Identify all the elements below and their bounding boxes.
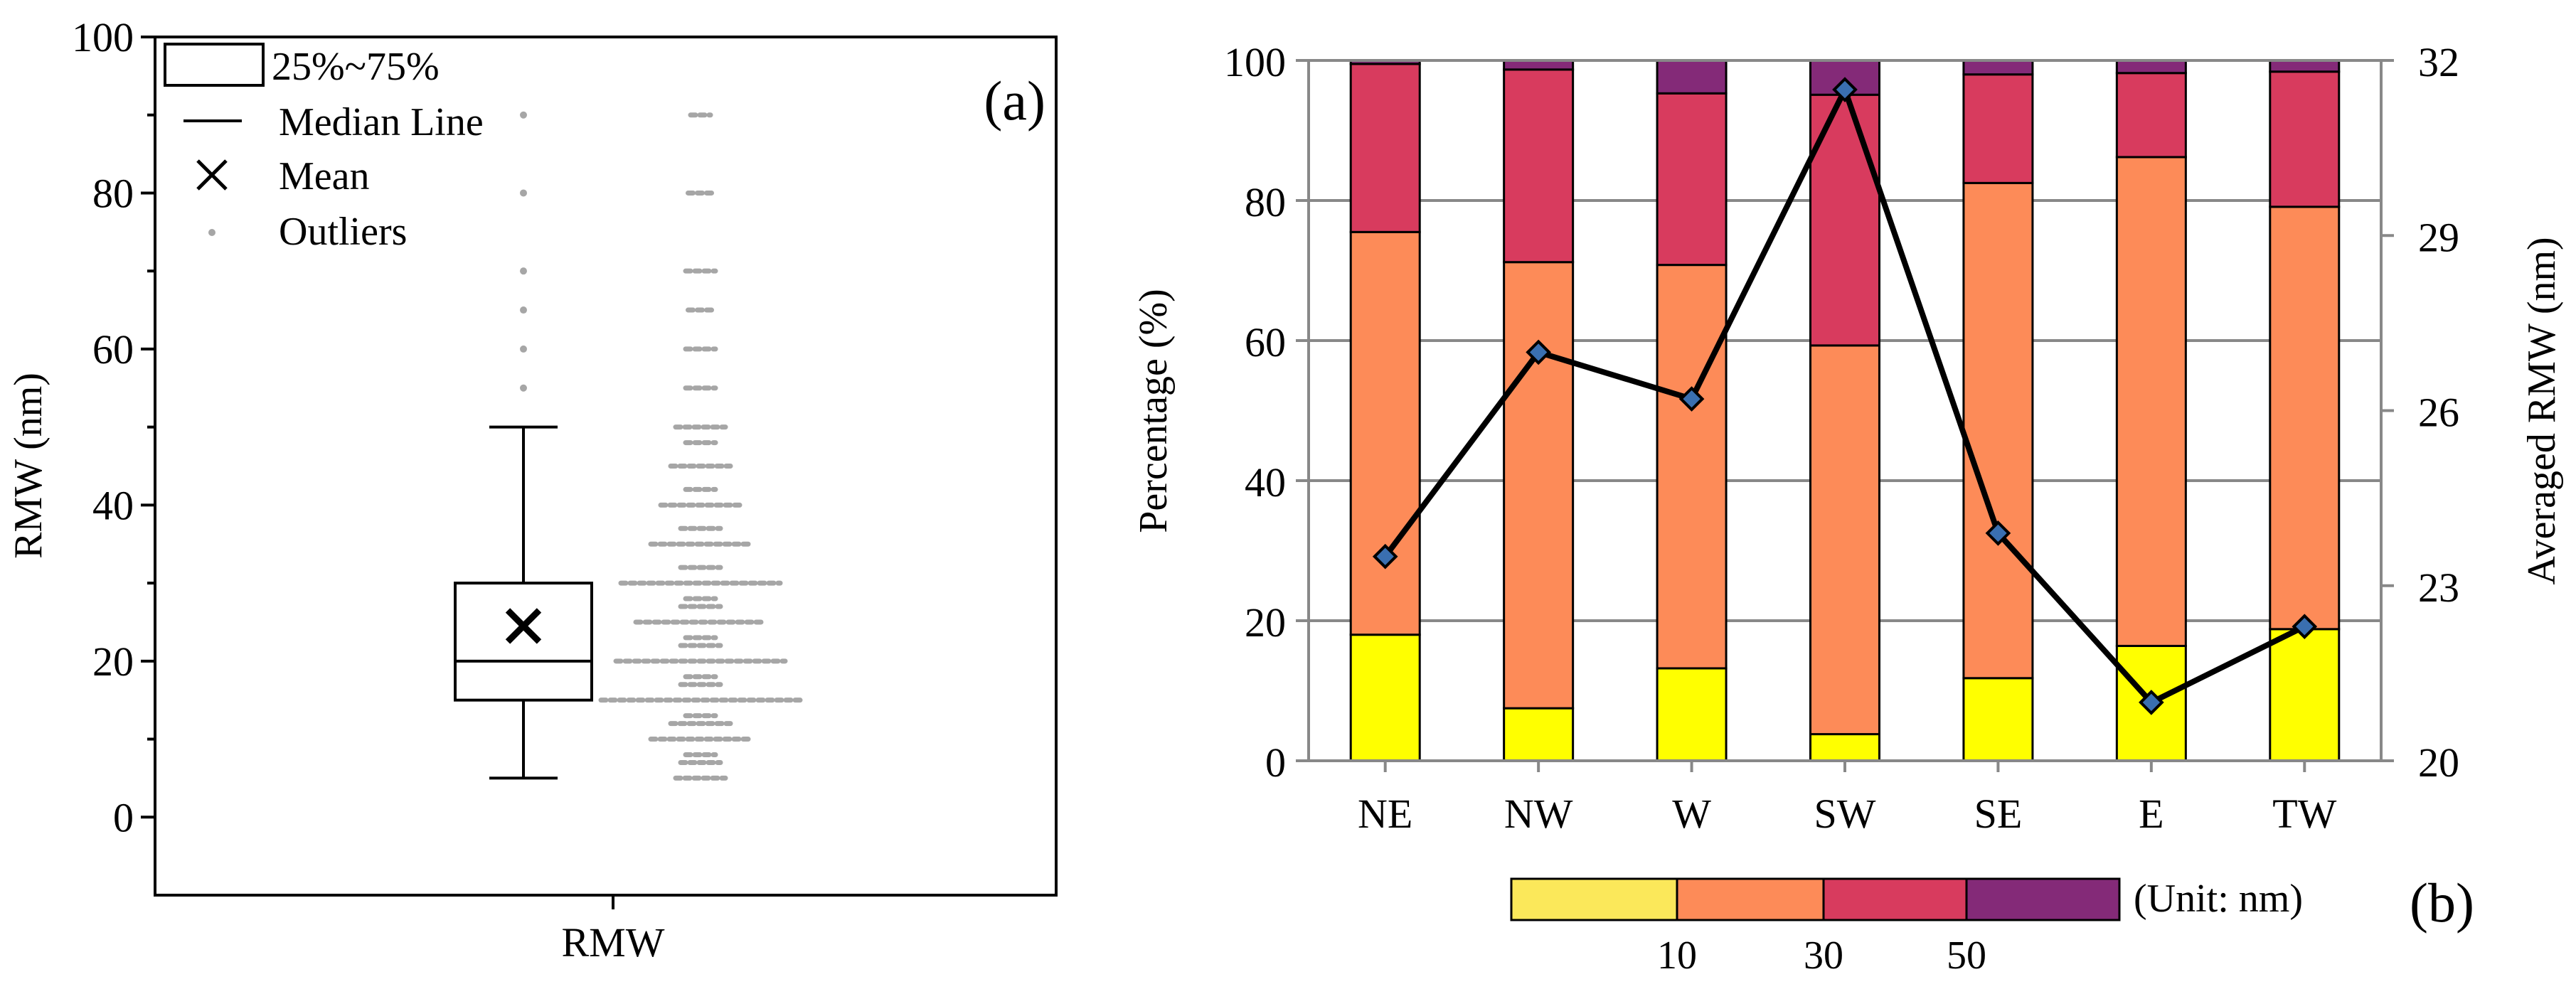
- a-x-tick-label-rmw: RMW: [562, 919, 665, 966]
- b-y2-tick-label: 29: [2418, 214, 2459, 260]
- legend-label-median: Median Line: [279, 100, 484, 144]
- b-y-tick-label: 80: [1245, 179, 1286, 225]
- b-y2-tick-label: 23: [2418, 565, 2459, 611]
- bar-segment-se: [1962, 73, 2034, 184]
- b-x-tick-label: NE: [1358, 791, 1412, 837]
- rmw-distribution-strips: [598, 112, 803, 781]
- color-scale-swatch: [1676, 877, 1825, 921]
- bar-segment-ne: [1349, 63, 1421, 233]
- b-y-tick-label: 40: [1245, 459, 1286, 506]
- color-scale-swatch: [1510, 877, 1678, 921]
- a-legend: 25%~75% Median Line Mean Outliers: [164, 43, 484, 254]
- outlier-point: [520, 111, 527, 119]
- legend-box-swatch: [164, 43, 265, 87]
- bar-segment-tw: [2269, 205, 2341, 631]
- mean-marker: [505, 608, 542, 644]
- averaged-rmw-point: [1832, 77, 1858, 102]
- a-plot-frame: [154, 36, 1058, 897]
- stacked-bars: [1349, 59, 2341, 762]
- a-y-axis-title: RMW (nm): [6, 373, 50, 559]
- a-y-axis-ticks: 0 20 40 60 80 100: [72, 14, 614, 909]
- a-y-tick-label: 0: [113, 794, 134, 840]
- panel-b: 0 20 40 60 80 100 20 23 26 29 32 NE NW W SW SE E TW Perce…: [1132, 39, 2564, 978]
- b-y-tick-label: 0: [1265, 739, 1286, 786]
- panel-label-b: (b): [2410, 872, 2474, 934]
- b-y-tick-label: 20: [1245, 599, 1286, 646]
- b-x-tick-label: W: [1672, 791, 1711, 837]
- averaged-rmw-point: [1372, 543, 1398, 570]
- outlier-point: [520, 306, 527, 314]
- bar-segment-w: [1656, 264, 1728, 670]
- bar-segment-e: [2115, 72, 2187, 159]
- b-y-tick-label: 60: [1245, 319, 1286, 365]
- bar-segment-tw: [2269, 628, 2341, 762]
- b-x-tick-label: SW: [1814, 791, 1876, 837]
- averaged-rmw-point: [2139, 690, 2164, 715]
- interquartile-box: [454, 582, 593, 702]
- outlier-point: [520, 384, 527, 392]
- outlier-point: [520, 345, 527, 353]
- box-plot: [454, 425, 593, 780]
- bar-segment-tw: [2269, 70, 2341, 208]
- legend-label-mean: Mean: [279, 154, 370, 198]
- outlier-point: [520, 189, 527, 197]
- a-y-tick-label: 100: [72, 14, 134, 60]
- panel-label-a: (a): [984, 70, 1045, 132]
- bar-segment-ne: [1349, 634, 1421, 762]
- a-y-tick-label: 20: [92, 638, 134, 685]
- b-x-tick-label: TW: [2272, 791, 2336, 837]
- color-scale-swatch: [1965, 877, 2121, 921]
- bar-segment-se: [1962, 677, 2034, 762]
- bar-segment-se: [1962, 181, 2034, 680]
- legend-label-outliers: Outliers: [279, 210, 407, 254]
- outlier-points: [520, 111, 527, 392]
- bar-segment-w: [1656, 59, 1728, 95]
- bar-segment-w: [1656, 667, 1728, 762]
- color-scale-label: 50: [1947, 934, 1986, 978]
- color-scale-swatch: [1822, 877, 1968, 921]
- bar-segment-sw: [1809, 733, 1880, 762]
- bar-segment-nw: [1503, 261, 1575, 710]
- a-y-tick-label: 80: [92, 170, 134, 216]
- b-y2-tick-label: 32: [2418, 39, 2459, 85]
- bar-segment-e: [2115, 59, 2187, 75]
- averaged-rmw-point: [1985, 520, 2011, 546]
- color-scale-label: 30: [1804, 934, 1843, 978]
- bar-segment-sw: [1809, 344, 1880, 736]
- bar-segment-ne: [1349, 230, 1421, 636]
- a-y-tick-label: 40: [92, 482, 134, 528]
- outlier-point: [520, 267, 527, 275]
- bar-segment-w: [1656, 92, 1728, 267]
- averaged-rmw-point: [2292, 614, 2318, 640]
- bar-segment-nw: [1503, 68, 1575, 264]
- averaged-rmw-point: [1526, 339, 1551, 365]
- legend-outlier-swatch: [208, 229, 215, 236]
- bar-segment-tw: [2269, 59, 2341, 73]
- averaged-rmw-point: [1678, 386, 1705, 412]
- legend-mean-swatch: [196, 159, 228, 191]
- b-plot-frame: [1307, 59, 2383, 762]
- bar-segment-e: [2115, 156, 2187, 647]
- b-y-tick-label: 100: [1224, 39, 1286, 85]
- color-scale-label: 10: [1657, 934, 1697, 978]
- b-x-tick-label: SE: [1974, 791, 2023, 837]
- bar-segment-se: [1962, 59, 2034, 76]
- legend-label-quartile: 25%~75%: [272, 45, 440, 89]
- b-axis-ticks: 0 20 40 60 80 100 20 23 26 29 32 NE NW W SW SE E TW: [1224, 39, 2459, 837]
- b-y-axis-title: Percentage (%): [1132, 289, 1176, 533]
- b-x-tick-label: NW: [1504, 791, 1573, 837]
- b-x-tick-label: E: [2139, 791, 2163, 837]
- averaged-rmw-line: [1372, 77, 2318, 715]
- panel-a: 0 20 40 60 80 100 RMW (nm) RMW (a) 25%~75% Me…: [6, 14, 1058, 966]
- bar-segment-nw: [1503, 707, 1575, 762]
- b-y2-axis-title: Averaged RMW (nm): [2520, 237, 2564, 584]
- a-y-tick-label: 60: [92, 326, 134, 373]
- b-y2-tick-label: 20: [2418, 739, 2459, 786]
- b-y2-tick-label: 26: [2418, 390, 2459, 436]
- color-scale-legend: 10 30 50: [1510, 877, 2121, 978]
- color-scale-unit: (Unit: nm): [2134, 877, 2303, 921]
